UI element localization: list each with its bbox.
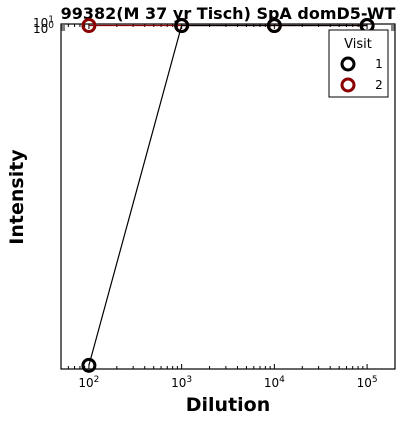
y-tick-base: 10	[33, 16, 48, 30]
x-tick-base: 10	[357, 376, 372, 390]
series-line	[88, 24, 368, 366]
legend-entries: 12	[340, 56, 383, 93]
x-axis-label: Dilution	[186, 394, 271, 416]
x-tick-label: 102	[78, 375, 99, 390]
chart-title: 99382(M 37 yr Tisch) SpA domD5-WT	[61, 4, 396, 23]
legend-title: Visit	[344, 37, 372, 52]
legend-box	[328, 29, 389, 98]
x-tick-label: 103	[171, 375, 192, 390]
y-tick-exponent: 1	[48, 15, 54, 25]
series-1	[81, 18, 375, 373]
data-point	[266, 18, 282, 34]
plot-area	[60, 23, 396, 370]
y-tick-label: 101	[33, 15, 54, 30]
series-layer	[81, 18, 375, 373]
x-tick-base: 10	[78, 376, 93, 390]
x-tick-exponent: 3	[186, 375, 192, 385]
data-point	[81, 357, 97, 373]
y-tick-exponent: 0	[48, 21, 54, 31]
legend-marker	[340, 77, 356, 93]
y-axis-label: Intensity	[6, 149, 28, 245]
data-point	[174, 18, 190, 34]
x-tick-label: 105	[357, 375, 378, 390]
x-tick-exponent: 4	[279, 375, 285, 385]
x-tick-base: 10	[171, 376, 186, 390]
y-tick-base: 10	[33, 22, 48, 36]
legend: Visit 12	[328, 29, 389, 98]
data-point	[81, 18, 97, 34]
x-tick-label: 104	[264, 375, 285, 390]
x-tick-base: 10	[264, 376, 279, 390]
x-tick-exponent: 2	[94, 375, 100, 385]
legend-label: 2	[375, 78, 383, 92]
x-tick-exponent: 5	[372, 375, 378, 385]
legend-marker	[340, 56, 356, 72]
legend-label: 1	[375, 57, 383, 71]
y-tick-label: 100	[33, 21, 54, 36]
